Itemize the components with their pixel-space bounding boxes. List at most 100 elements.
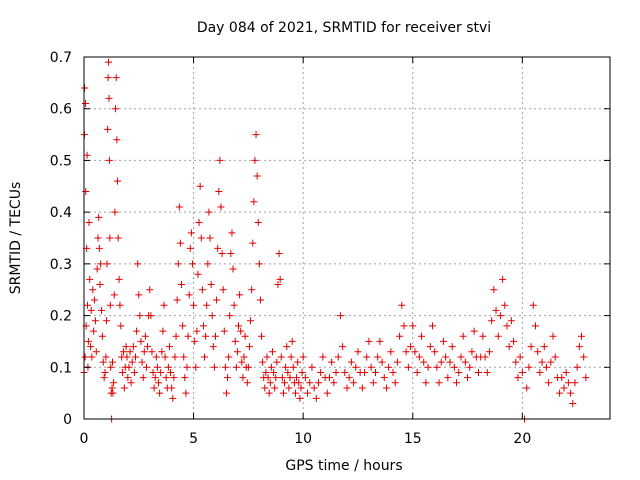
data-point [81, 353, 89, 361]
data-point [220, 327, 228, 335]
data-point [439, 337, 447, 345]
data-point [426, 343, 434, 351]
data-point [204, 260, 212, 268]
data-point [271, 384, 279, 392]
data-point [492, 306, 500, 314]
data-point [267, 363, 275, 371]
data-point [95, 213, 103, 221]
data-point [90, 327, 98, 335]
data-point [350, 379, 358, 387]
data-point [315, 379, 323, 387]
data-point [178, 281, 186, 289]
data-point [287, 353, 295, 361]
data-point [573, 363, 581, 371]
data-point [82, 187, 90, 195]
data-point [283, 343, 291, 351]
data-point [104, 125, 112, 133]
data-point [193, 327, 201, 335]
data-point [264, 374, 272, 382]
data-point [442, 353, 450, 361]
data-point [201, 353, 209, 361]
data-point [453, 379, 461, 387]
data-point [159, 327, 167, 335]
data-point [275, 250, 283, 258]
data-point [105, 94, 113, 102]
data-point [179, 322, 187, 330]
data-point [418, 332, 426, 340]
data-point [273, 358, 281, 366]
data-point [247, 317, 255, 325]
data-point [556, 389, 564, 397]
data-point [129, 343, 137, 351]
data-point [172, 332, 180, 340]
data-point [139, 374, 147, 382]
data-point [304, 389, 312, 397]
data-point [229, 265, 237, 273]
data-point [185, 291, 193, 299]
data-point [214, 244, 222, 252]
data-point [387, 348, 395, 356]
data-point [389, 368, 397, 376]
data-point [108, 358, 116, 366]
data-point [459, 332, 467, 340]
data-point [165, 343, 173, 351]
data-point [237, 327, 245, 335]
data-point [448, 343, 456, 351]
data-point [551, 353, 559, 361]
data-point [268, 348, 276, 356]
data-point [358, 384, 366, 392]
data-point [149, 368, 157, 376]
data-point [420, 358, 428, 366]
data-point [106, 234, 114, 242]
data-point [288, 337, 296, 345]
data-point [181, 374, 189, 382]
data-point [210, 363, 218, 371]
data-point [228, 229, 236, 237]
data-point [263, 353, 271, 361]
data-point [367, 363, 375, 371]
plot-frame [83, 56, 611, 420]
data-point [227, 250, 235, 258]
data-point [100, 374, 108, 382]
data-point [468, 348, 476, 356]
data-point [241, 332, 249, 340]
data-point [258, 332, 266, 340]
data-point [160, 301, 168, 309]
data-point [157, 368, 165, 376]
data-point [85, 218, 93, 226]
data-point [116, 301, 124, 309]
y-tick-label: 0.2 [50, 309, 72, 325]
data-point [240, 353, 248, 361]
data-point [244, 363, 252, 371]
y-tick-label: 0.4 [50, 205, 72, 221]
data-point [499, 275, 507, 283]
data-point [294, 358, 302, 366]
data-point [250, 198, 258, 206]
data-point [106, 301, 114, 309]
data-point [444, 374, 452, 382]
data-point [299, 353, 307, 361]
x-tick-label: 20 [513, 431, 531, 447]
data-point [219, 286, 227, 294]
data-point [153, 363, 161, 371]
data-point [297, 384, 305, 392]
data-point [251, 156, 259, 164]
data-point [182, 389, 190, 397]
y-tick-label: 0.6 [50, 102, 72, 118]
data-point [245, 343, 253, 351]
data-point [534, 348, 542, 356]
data-point [135, 291, 143, 299]
data-point [195, 218, 203, 226]
data-point [569, 399, 577, 407]
data-point [424, 363, 432, 371]
data-point [99, 358, 107, 366]
data-point [176, 239, 184, 247]
data-point [455, 368, 463, 376]
data-point [361, 368, 369, 376]
data-point [89, 286, 97, 294]
data-point [435, 379, 443, 387]
data-point [503, 322, 511, 330]
data-point [236, 291, 244, 299]
data-point [490, 286, 498, 294]
